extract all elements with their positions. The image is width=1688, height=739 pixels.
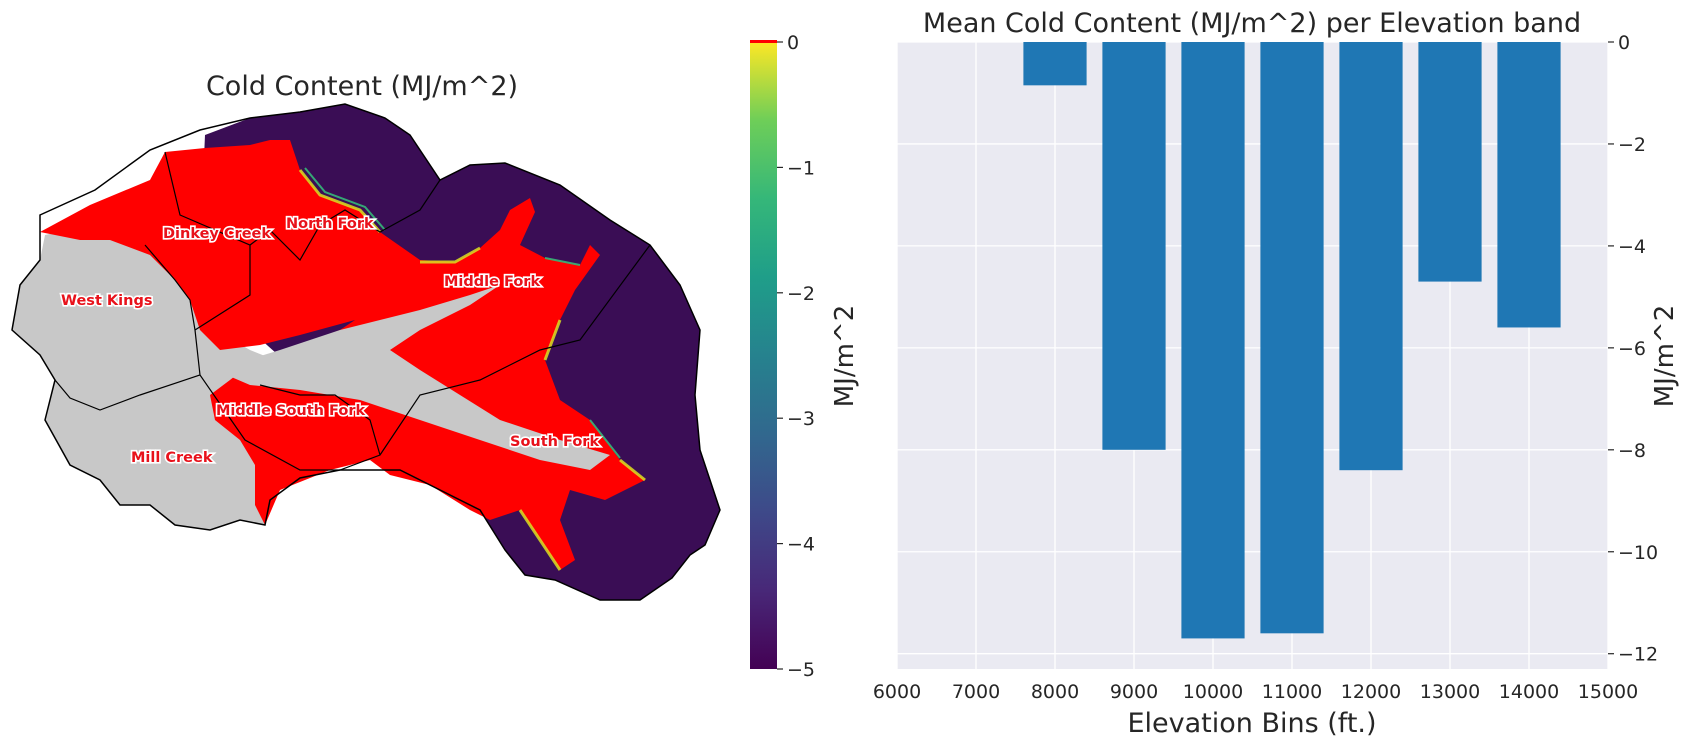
bar-14000 — [1497, 42, 1561, 328]
bar-11000 — [1260, 42, 1324, 634]
chart-title: Mean Cold Content (MJ/m^2) per Elevation… — [923, 8, 1581, 39]
bar-12000 — [1339, 42, 1403, 471]
x-tick-label: 12000 — [1341, 681, 1401, 703]
x-tick-label: 9000 — [1110, 681, 1158, 703]
label-north-fork: North Fork — [286, 216, 374, 232]
bar-chart-panel: Mean Cold Content (MJ/m^2) per Elevation… — [873, 8, 1680, 739]
label-south-fork: South Fork — [510, 434, 599, 450]
valley-corridor — [215, 285, 610, 470]
label-middle-fork: Middle Fork — [444, 274, 540, 290]
y-tick-label: 0 — [1618, 32, 1630, 54]
colorbar-gradient — [750, 42, 777, 669]
basin-outline — [11, 103, 721, 601]
colorbar-tick-label: −1 — [787, 157, 815, 179]
label-west-kings: West Kings — [61, 293, 152, 309]
colorbar-tick-label: −5 — [787, 659, 815, 681]
x-tick-label: 6000 — [873, 681, 921, 703]
plot-area — [897, 42, 1608, 669]
x-axis-label: Elevation Bins (ft.) — [1127, 708, 1376, 739]
colorbar-tick-label: 0 — [787, 32, 799, 54]
y-tick-label: −4 — [1618, 236, 1646, 258]
y-tick-labels: 0 −2 −4 −6 −8 −10 −12 — [1608, 32, 1658, 666]
map-title: Cold Content (MJ/m^2) — [206, 71, 518, 102]
label-mill-creek: Mill Creek — [131, 450, 213, 466]
colorbar-tick-label: −4 — [787, 534, 815, 556]
colorbar-ticks: 0 −1 −2 −3 −4 −5 — [777, 32, 815, 681]
y-axis-label: MJ/m^2 — [1650, 305, 1680, 408]
bar-9000 — [1102, 42, 1166, 450]
colorbar-label: MJ/m^2 — [830, 305, 860, 408]
transition-band — [304, 167, 621, 459]
y-tick-label: −10 — [1618, 542, 1658, 564]
y-tick-label: −8 — [1618, 440, 1646, 462]
x-tick-labels: 6000 7000 8000 9000 10000 11000 12000 13000 1400… — [873, 681, 1638, 703]
x-tick-label: 11000 — [1262, 681, 1322, 703]
transition-band — [298, 169, 646, 571]
x-tick-label: 15000 — [1578, 681, 1638, 703]
label-middle-south-fork: Middle South Fork — [216, 403, 365, 419]
x-tick-label: 10000 — [1183, 681, 1243, 703]
label-dinkey-creek: Dinkey Creek — [163, 226, 271, 242]
colorbar: 0 −1 −2 −3 −4 −5 MJ/m^2 — [750, 32, 860, 681]
bar-13000 — [1418, 42, 1482, 282]
bar-10000 — [1181, 42, 1245, 639]
colorbar-tick-label: −3 — [787, 408, 815, 430]
y-tick-label: −12 — [1618, 644, 1658, 666]
colorbar-over-extension — [750, 40, 777, 43]
colorbar-tick-label: −2 — [787, 283, 815, 305]
x-tick-label: 14000 — [1499, 681, 1559, 703]
x-tick-label: 7000 — [952, 681, 1000, 703]
bars — [1023, 42, 1561, 639]
subbasin-boundaries — [54, 151, 651, 471]
x-tick-label: 13000 — [1420, 681, 1480, 703]
bar-8000 — [1023, 42, 1087, 86]
y-tick-label: −2 — [1618, 134, 1646, 156]
map-panel: Cold Content (MJ/m^2) Dinkey Creek North… — [11, 32, 860, 681]
y-tick-label: −6 — [1618, 338, 1646, 360]
x-tick-label: 8000 — [1031, 681, 1079, 703]
